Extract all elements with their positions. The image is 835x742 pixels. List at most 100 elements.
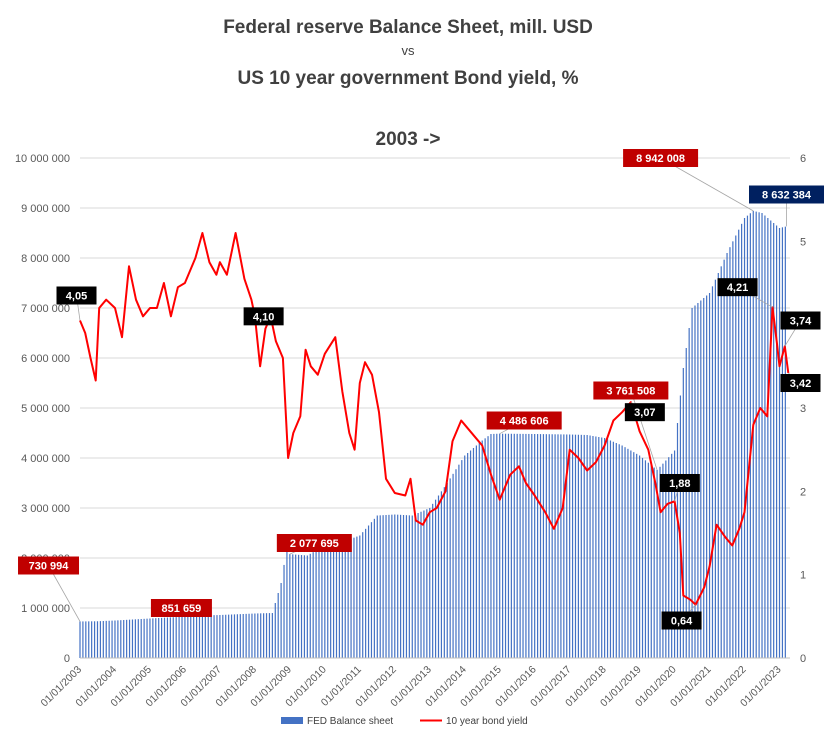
balance-bar [671,453,673,658]
balance-bar [519,433,521,658]
balance-bar [720,266,722,658]
balance-bar [420,511,422,658]
balance-bar [152,618,154,658]
balance-bar [522,433,524,658]
chart-subtitle: 2003 -> [376,129,441,150]
balance-bar [402,515,405,658]
data-label: 4,05 [66,291,87,303]
right-tick-label: 0 [800,653,806,665]
balance-bar [367,525,370,658]
balance-bar [665,460,667,658]
chart-title-vs: vs [402,43,416,58]
balance-bar [510,433,512,658]
balance-bar [405,515,408,658]
legend-label-balance-sheet: FED Balance sheet [307,716,393,727]
balance-bar [303,555,306,658]
balance-bar [729,247,731,658]
balance-bar [268,613,271,658]
balance-bar [673,450,676,658]
balance-bar [650,465,652,658]
bond-yield-path [79,232,790,606]
balance-bar [513,433,515,658]
balance-bar [606,439,609,658]
balance-bar [534,434,536,658]
balance-bar [417,513,419,658]
balance-bar [583,434,585,658]
balance-bar [254,613,256,658]
balance-bar [300,555,303,658]
legend-label-bond-yield: 10 year bond yield [446,716,528,727]
balance-bar [99,621,102,658]
balance-bar [306,555,308,658]
balance-bar [676,423,679,658]
balance-bar [758,212,760,658]
balance-bar [598,437,600,658]
balance-bar [580,434,582,658]
balance-bar [327,544,329,658]
balance-bar [137,619,139,658]
balance-bar [201,615,204,658]
balance-bar [493,433,495,658]
balance-bar [184,616,186,658]
left-tick-label: 10 000 000 [15,153,70,165]
balance-bar [484,438,486,658]
data-label: 3,74 [790,316,812,328]
balance-bar [236,614,238,658]
balance-bar [175,617,177,658]
label-box [243,307,284,326]
balance-bar [639,455,641,658]
left-tick-label: 0 [64,653,70,665]
balance-bar [213,615,215,658]
balance-bar [324,545,326,658]
balance-bar [172,617,174,658]
balance-bar [93,621,96,658]
balance-bar [502,433,504,658]
balance-bar [472,448,475,658]
balance-bar [679,395,682,658]
label-box [749,185,825,204]
balance-bar [481,440,483,658]
balance-bar [131,619,134,658]
balance-bar [318,548,320,658]
balance-bar [741,223,743,659]
left-tick-label: 6 000 000 [21,353,70,365]
balance-bar [487,436,489,658]
balance-bar [397,514,399,658]
balance-bar [458,464,460,658]
left-tick-label: 8 000 000 [21,253,70,265]
balance-bar [385,515,387,658]
balance-bar [682,368,684,658]
balance-bar [504,433,507,658]
balance-bar [449,478,451,658]
chart-title: Federal reserve Balance Sheet, mill. USD [223,17,593,38]
balance-bar [338,542,341,658]
balance-bar [114,620,116,658]
balance-bar [571,434,574,658]
balance-bar [394,514,396,658]
balance-bar [612,441,614,658]
balance-bar [408,515,410,658]
balance-bar [155,618,157,658]
balance-bar [560,434,562,658]
right-tick-label: 5 [800,236,806,248]
balance-bar [309,553,311,658]
balance-bar [446,483,448,658]
balance-bar [627,448,629,658]
balance-bar [335,543,338,658]
balance-bar [706,295,708,658]
balance-bar [271,613,273,658]
balance-bar [143,618,145,658]
balance-bar [163,617,166,658]
balance-bar [469,450,472,658]
balance-bar [117,620,119,658]
data-label: 8 632 384 [762,190,812,202]
balance-bar [647,462,649,658]
balance-bar [653,467,655,658]
balance-bar [624,447,626,658]
balance-bar [429,508,431,658]
balance-bar [455,469,457,658]
balance-bar [592,436,594,658]
balance-bar [347,539,349,658]
balance-bar [761,213,763,658]
balance-bar [248,613,250,658]
